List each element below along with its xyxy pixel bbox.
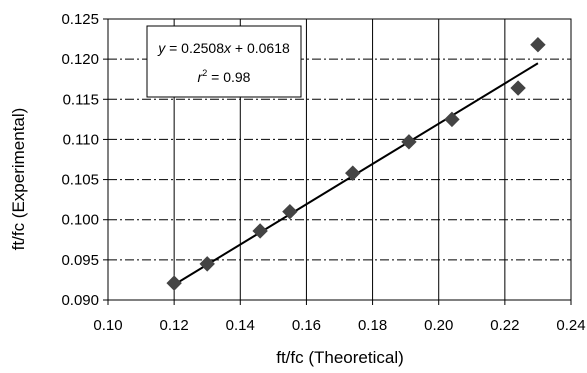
y-tick-label: 0.115 xyxy=(63,91,99,108)
tick-labels: 0.10 0.12 0.14 0.16 0.18 0.20 0.22 0.24 0.090 0.0… xyxy=(61,11,585,334)
x-tick-label: 0.16 xyxy=(292,317,321,334)
equation-intercept: + 0.0618 xyxy=(231,40,290,56)
equation-y-symbol: y xyxy=(157,40,166,56)
equation-annotation: y = 0.2508x + 0.0618 r2 = 0.98 xyxy=(146,25,302,98)
equation-box xyxy=(146,25,302,98)
x-tick-label: 0.22 xyxy=(490,317,519,334)
data-point-diamond xyxy=(510,80,526,96)
data-point-diamond xyxy=(252,223,268,239)
x-tick-label: 0.10 xyxy=(93,317,122,334)
data-point-diamond xyxy=(401,134,417,150)
data-point-diamond xyxy=(282,203,298,220)
equation-x-symbol: x xyxy=(223,40,232,56)
x-tick-label: 0.20 xyxy=(424,317,453,334)
y-tick-label: 0.095 xyxy=(61,252,99,269)
x-tick-label: 0.14 xyxy=(226,317,255,334)
y-tick-label: 0.125 xyxy=(61,11,99,28)
equation-line: y = 0.2508x + 0.0618 xyxy=(157,40,290,56)
data-point-diamond xyxy=(199,256,215,272)
y-tick-label: 0.090 xyxy=(61,292,99,309)
x-tick-label: 0.12 xyxy=(160,317,189,334)
x-tick-label: 0.24 xyxy=(556,317,585,334)
data-points xyxy=(166,36,546,291)
r-symbol: r xyxy=(198,69,204,85)
x-axis-title: ft/fc (Theoretical) xyxy=(276,348,404,367)
data-point-diamond xyxy=(166,275,182,291)
r-squared-value: = 0.98 xyxy=(207,69,250,85)
r-superscript: 2 xyxy=(202,68,207,78)
y-tick-label: 0.110 xyxy=(63,131,99,148)
y-axis-title: ft/fc (Experimental) xyxy=(9,108,28,251)
y-tick-label: 0.120 xyxy=(61,51,99,68)
data-point-diamond xyxy=(444,111,460,128)
plot-frame xyxy=(107,18,572,301)
equation-slope: = 0.2508 xyxy=(165,40,224,56)
x-tick-label: 0.18 xyxy=(358,317,387,334)
r-squared-line: r2 = 0.98 xyxy=(198,68,251,85)
y-tick-label: 0.105 xyxy=(61,172,99,189)
plot-area-border xyxy=(107,18,572,301)
y-tick-label: 0.100 xyxy=(61,212,99,229)
data-point-diamond xyxy=(345,165,361,181)
data-point-diamond xyxy=(530,36,546,53)
